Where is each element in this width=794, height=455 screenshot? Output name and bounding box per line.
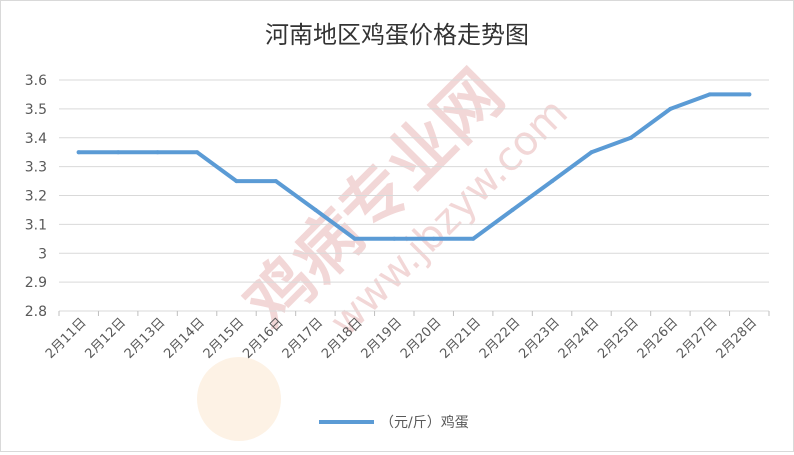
x-tick-label: 2月14日: [161, 315, 208, 362]
y-tick-label: 3.1: [25, 217, 47, 233]
x-tick-label: 2月25日: [595, 315, 642, 362]
data-point: [707, 92, 712, 97]
x-tick-label: 2月23日: [516, 315, 563, 362]
x-tick-label: 2月27日: [674, 315, 721, 362]
x-tick-label: 2月11日: [43, 315, 90, 362]
x-tick-label: 2月13日: [122, 315, 169, 362]
data-point: [195, 150, 200, 155]
data-point: [510, 207, 515, 212]
y-axis: 2.8 2.9 3 3.1 3.2 3.3 3.4 3.5 3.6: [25, 73, 47, 320]
series-layer: [76, 92, 752, 241]
data-point: [550, 179, 555, 184]
y-tick-label: 2.9: [25, 275, 47, 291]
y-tick-label: 2.8: [25, 304, 47, 320]
legend-label: （元/斤）鸡蛋: [380, 414, 469, 431]
data-point: [431, 236, 436, 241]
y-tick-label: 3: [38, 246, 47, 262]
data-point: [273, 179, 278, 184]
x-tick-label: 2月12日: [82, 315, 129, 362]
x-tick-label: 2月28日: [714, 315, 761, 362]
series-line: [76, 92, 752, 241]
x-tick-label: 2月24日: [556, 315, 603, 362]
y-tick-label: 3.3: [25, 160, 47, 176]
x-tick-label: 2月21日: [437, 315, 484, 362]
x-tick-label: 2月26日: [635, 315, 682, 362]
x-tick-label: 2月20日: [398, 315, 445, 362]
y-tick-label: 3.4: [25, 131, 47, 147]
data-point: [392, 236, 397, 241]
y-tick-label: 3.5: [25, 102, 47, 118]
data-point: [628, 135, 633, 140]
watermark-logo: [197, 357, 281, 441]
data-point: [116, 150, 121, 155]
data-point: [471, 236, 476, 241]
data-point: [589, 150, 594, 155]
x-tick-label: 2月15日: [201, 315, 248, 362]
data-point: [155, 150, 160, 155]
y-tick-label: 3.2: [25, 189, 47, 205]
gridlines: [59, 79, 769, 312]
y-tick-label: 3.6: [25, 73, 47, 89]
x-axis: 2月11日2月12日2月13日2月14日2月15日2月16日2月17日2月18日…: [43, 311, 770, 362]
data-point: [76, 150, 81, 155]
chart-title: 河南地区鸡蛋价格走势图: [265, 21, 529, 49]
data-point: [313, 207, 318, 212]
x-tick-label: 2月22日: [477, 315, 524, 362]
data-point: [747, 92, 752, 97]
legend: （元/斤）鸡蛋: [319, 414, 469, 431]
data-point: [668, 106, 673, 111]
data-point: [352, 236, 357, 241]
data-point: [234, 179, 239, 184]
